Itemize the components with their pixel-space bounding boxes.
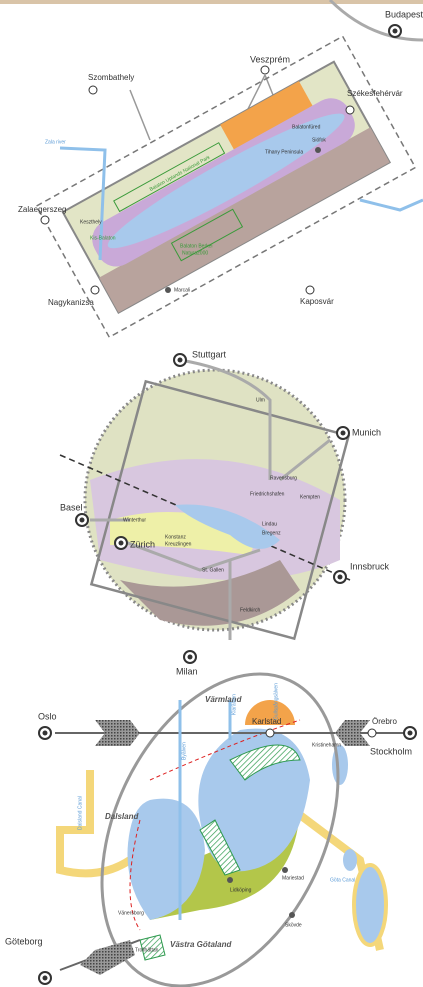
place-label: Mariestad [282,875,304,881]
city-label: Innsbruck [350,561,390,571]
city-label: Basel [60,502,83,512]
city-label: Stuttgart [192,349,227,359]
city-label: Szombathely [88,73,134,82]
city-label: Nagykanizsa [48,298,94,307]
place-label: Trollhättan [135,947,159,953]
river-label: Klarälven [231,694,237,715]
place-label: Lindau [262,521,277,527]
city-label: Veszprém [250,54,290,64]
place-label: Bregenz [262,530,281,536]
park-label: Balaton Berkei [180,243,213,249]
city-label: Székesfehérvár [347,89,403,98]
canal-label: Göta Canal [330,877,355,883]
place-label: Balatonfüred [292,124,321,130]
place-label: Feldkirch [240,607,261,613]
map-constance: Stuttgart Ulm Munich Ravensburg Friedric… [59,349,390,676]
city-label: Zalaegerszeg [18,205,66,214]
river-label: Gullspångsälven [272,683,279,720]
city-label: Munich [352,427,381,437]
city-label: Oslo [38,711,57,721]
place-label: Lidköping [230,887,252,893]
top-strip [0,0,423,4]
map-vanern: Värmland Oslo Karlstad Örebro Stockholm … [5,672,417,987]
place-label: Vänersborg [118,910,144,916]
city-label: Budapest [385,9,423,19]
place-label: Ulm [256,397,265,403]
city-label: Zürich [130,539,155,549]
river-label: Byälven [181,742,187,760]
city-label: Göteborg [5,936,43,946]
city-label: Milan [176,666,198,676]
place-label: St. Gallen [202,567,224,573]
place-label: Winterthur [123,517,146,523]
place-label: Siófok [312,137,326,143]
place-label: Ravensburg [270,475,297,481]
map-balaton: Budapest Veszprém Székesfehérvár Szombat… [18,0,423,339]
city-label: Karlstad [252,717,281,726]
place-label: Kristinehamn [312,742,341,748]
park-label: Natura2000 [182,250,208,256]
place-label: Keszthely [80,219,102,225]
region-label: Västra Götaland [170,940,232,949]
place-label: Kreuzlingen [165,541,192,547]
city-label: Kaposvár [300,297,334,306]
canal-label: Dalsland Canal [77,796,83,830]
city-label: Örebro [372,717,397,726]
city-label: Stockholm [370,746,412,756]
place-label: Skövde [285,922,302,928]
region-label: Värmland [205,695,243,704]
region-label: Dalsland [105,812,139,821]
park-label: Kis-Balaton [90,235,116,241]
place-label: Tihany Peninsula [265,149,303,155]
place-label: Marcali [174,287,190,293]
river-label: Zala river [45,139,66,145]
place-label: Friedrichshafen [250,491,285,497]
place-label: Kempten [300,494,320,500]
place-label: Konstanz [165,534,186,540]
